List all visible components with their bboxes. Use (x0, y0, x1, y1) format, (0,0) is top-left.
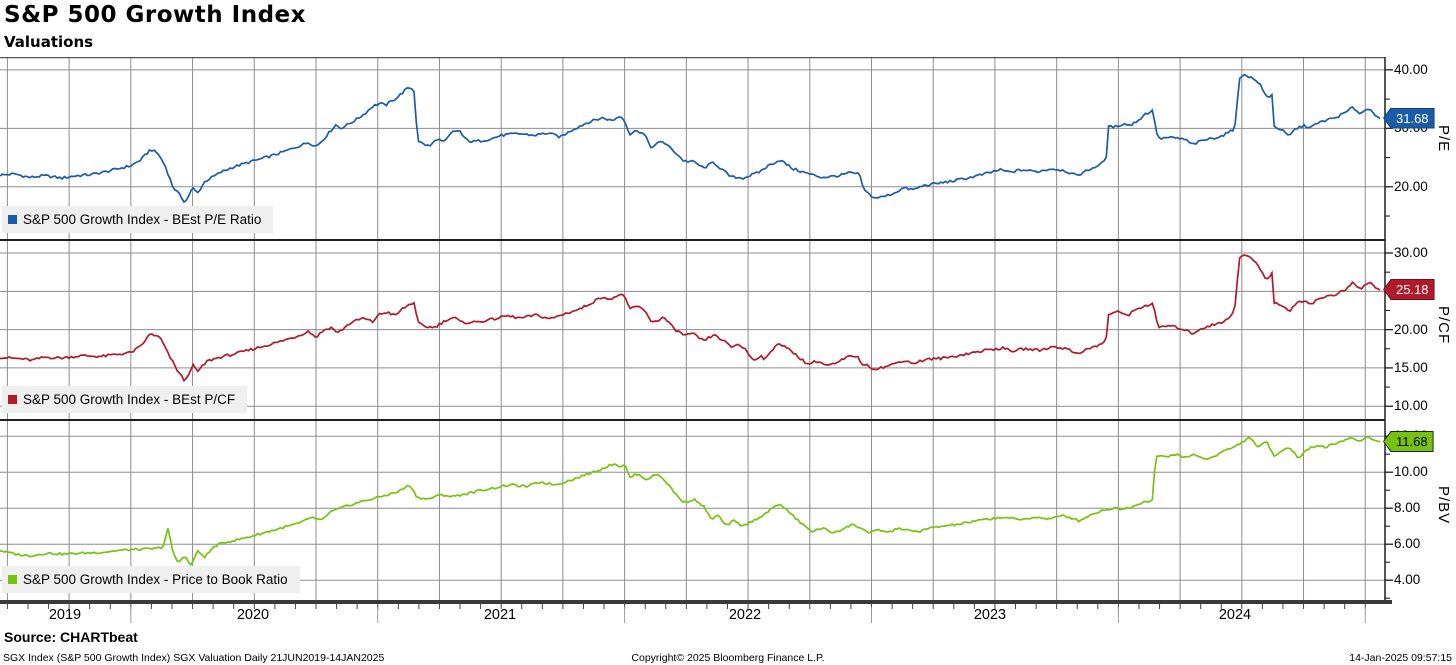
y-tick-label-pcf: 30.00 (1394, 245, 1428, 261)
vertical-gridlines (6, 57, 1366, 600)
series-line-pcf (0, 254, 1381, 383)
legend-pcf: S&P 500 Growth Index - BEst P/CF (2, 386, 248, 413)
axis-title-pbv: P/BV (1435, 486, 1452, 525)
x-year-label: 2022 (728, 607, 762, 623)
x-year-label: 2021 (483, 607, 517, 623)
last-value-tag-text-pcf: 25.18 (1384, 279, 1434, 299)
legend-pbv: S&P 500 Growth Index - Price to Book Rat… (2, 566, 300, 593)
x-year-label: 2019 (48, 607, 82, 623)
legend-label-pcf: S&P 500 Growth Index - BEst P/CF (23, 392, 236, 407)
chart-canvas (0, 57, 1393, 623)
panel-pcf (0, 252, 1393, 407)
y-tick-label-pcf: 15.00 (1394, 359, 1428, 375)
axis-title-pe: P/E (1435, 124, 1452, 152)
series-line-pe (0, 73, 1381, 204)
legend-pe: S&P 500 Growth Index - BEst P/E Ratio (2, 206, 274, 233)
x-axis-ticks (6, 604, 1366, 623)
x-year-label: 2020 (236, 607, 270, 623)
series-line-pbv (0, 435, 1381, 567)
timestamp: 14-Jan-2025 09:57:15 (1349, 652, 1452, 664)
last-value-tag-pe: 31.68 (1383, 107, 1435, 129)
legend-swatch-pcf (8, 395, 17, 404)
axis-title-pcf: P/CF (1435, 306, 1452, 345)
last-value-tag-pbv: 11.68 (1383, 430, 1434, 452)
panel-pe (0, 69, 1393, 217)
last-value-tag-text-pbv: 11.68 (1384, 431, 1433, 451)
y-tick-label-pe: 20.00 (1394, 178, 1428, 194)
y-tick-label-pcf: 20.00 (1394, 321, 1428, 337)
legend-label-pe: S&P 500 Growth Index - BEst P/E Ratio (23, 212, 262, 227)
last-value-tag-pcf: 25.18 (1383, 278, 1435, 300)
legend-swatch-pbv (8, 575, 17, 584)
y-tick-label-pbv: 8.00 (1394, 500, 1421, 516)
x-axis-bar (0, 600, 1392, 604)
page-title: S&P 500 Growth Index (4, 2, 306, 28)
y-tick-label-pbv: 4.00 (1394, 572, 1421, 588)
copyright-notice: Copyright© 2025 Bloomberg Finance L.P. (631, 652, 825, 664)
y-tick-label-pe: 40.00 (1394, 61, 1428, 77)
y-tick-label-pbv: 10.00 (1394, 464, 1428, 480)
x-year-label: 2024 (1218, 607, 1252, 623)
chart-description: SGX Index (S&P 500 Growth Index) SGX Val… (3, 652, 385, 664)
legend-label-pbv: S&P 500 Growth Index - Price to Book Rat… (23, 572, 288, 587)
last-value-tag-text-pe: 31.68 (1384, 108, 1434, 128)
y-tick-label-pcf: 10.00 (1394, 398, 1428, 414)
y-tick-label-pbv: 6.00 (1394, 536, 1421, 552)
legend-swatch-pe (8, 215, 17, 224)
x-year-label: 2023 (973, 607, 1007, 623)
source-label: Source: CHARTbeat (4, 629, 138, 645)
page-subtitle: Valuations (4, 33, 94, 51)
